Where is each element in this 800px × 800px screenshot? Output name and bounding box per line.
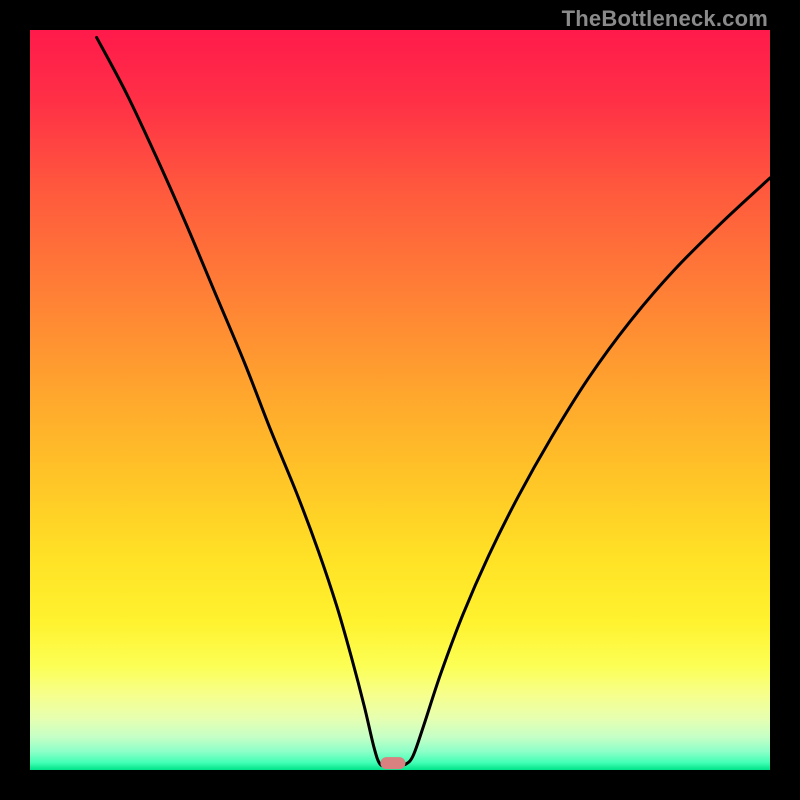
bottleneck-curve bbox=[30, 30, 770, 770]
watermark-text: TheBottleneck.com bbox=[562, 6, 768, 32]
plot-area bbox=[30, 30, 770, 770]
chart-frame: TheBottleneck.com bbox=[0, 0, 800, 800]
minimum-marker bbox=[380, 757, 405, 769]
